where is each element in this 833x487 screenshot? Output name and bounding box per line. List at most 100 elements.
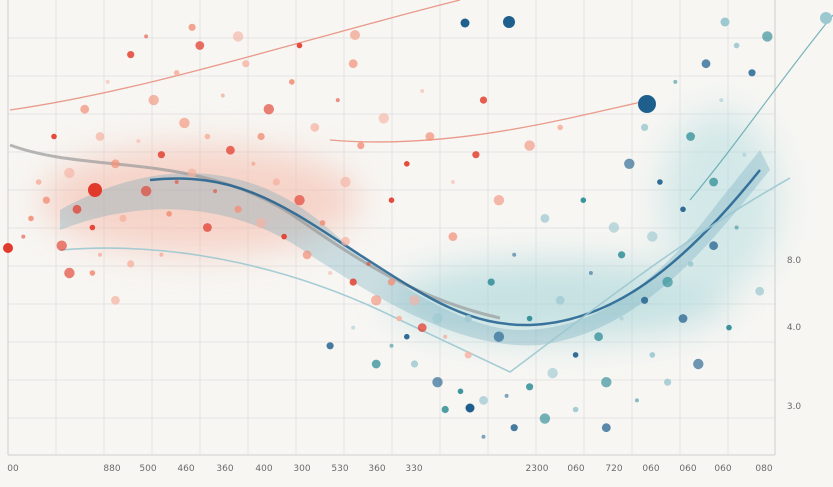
x-tick-label: 060 xyxy=(714,464,731,474)
trend-line-right xyxy=(689,14,833,201)
warm-data-point xyxy=(220,93,225,98)
cool-data-point xyxy=(481,434,486,439)
trend-line-light xyxy=(59,177,791,373)
cool-data-point xyxy=(608,222,620,233)
warm-data-point xyxy=(310,123,320,132)
cool-data-point xyxy=(709,241,718,251)
warm-data-point xyxy=(387,278,396,286)
cool-data-point xyxy=(649,352,656,358)
cool-data-point xyxy=(547,367,558,379)
warm-data-point xyxy=(232,31,244,42)
warm-data-point xyxy=(341,236,350,246)
warm-data-point xyxy=(188,23,196,31)
warm-data-point xyxy=(524,140,535,151)
warm-data-point xyxy=(111,295,120,305)
warm-data-point xyxy=(72,204,82,214)
cool-data-point xyxy=(619,316,624,321)
cool-data-point xyxy=(748,69,756,77)
cool-data-point xyxy=(594,332,603,342)
cool-data-point xyxy=(457,388,464,395)
warm-data-point xyxy=(420,89,425,93)
warm-data-point xyxy=(213,189,218,194)
warm-data-point xyxy=(136,139,141,144)
warm-data-point xyxy=(294,195,305,206)
highlight-point xyxy=(465,403,475,413)
x-tick-label: 360 xyxy=(368,464,385,474)
trend-line-warm-top xyxy=(9,0,461,111)
warm-data-point xyxy=(51,133,57,140)
y-tick-label: 8.0 xyxy=(787,256,802,266)
cool-data-point xyxy=(624,158,635,169)
points-layer xyxy=(21,23,773,439)
warm-data-point xyxy=(89,270,96,276)
cool-data-point xyxy=(734,225,739,230)
warm-data-point xyxy=(335,98,340,103)
warm-data-point xyxy=(157,151,165,159)
highlight-point xyxy=(88,183,102,197)
warm-glow xyxy=(40,145,360,255)
warm-data-point xyxy=(127,260,135,268)
cool-data-point xyxy=(526,383,534,391)
cool-data-point xyxy=(512,252,517,257)
cool-data-point xyxy=(601,377,612,388)
cool-data-point xyxy=(539,413,551,424)
warm-data-point xyxy=(80,104,90,114)
highlight-point xyxy=(3,243,13,253)
highlight-point xyxy=(350,30,360,40)
cool-data-point xyxy=(726,324,732,331)
warm-data-point xyxy=(105,79,110,84)
x-tick-label: 330 xyxy=(405,464,422,474)
warm-data-point xyxy=(166,211,172,217)
warm-data-point xyxy=(366,261,371,266)
y-tick-label: 4.0 xyxy=(787,323,802,333)
highlight-point xyxy=(460,18,470,28)
warm-data-point xyxy=(140,185,152,197)
highlight-point xyxy=(638,95,656,113)
warm-data-point xyxy=(111,159,120,169)
cool-data-point xyxy=(410,360,419,368)
warm-data-point xyxy=(179,117,190,129)
cool-data-point xyxy=(572,352,579,358)
cool-data-point xyxy=(601,423,611,433)
x-tick-label: 400 xyxy=(255,464,272,474)
cool-data-point xyxy=(742,152,747,157)
cool-data-point xyxy=(441,405,449,414)
y-tick-labels: 8.0 4.0 3.0 xyxy=(787,256,802,412)
warm-data-point xyxy=(302,250,312,260)
cool-data-point xyxy=(657,179,663,185)
warm-data-point xyxy=(425,132,435,141)
trend-line-main xyxy=(149,169,761,327)
warm-data-point xyxy=(174,180,179,184)
cool-data-point xyxy=(487,278,495,286)
x-tick-label: 530 xyxy=(331,464,348,474)
warm-data-point xyxy=(378,113,389,124)
cool-data-point xyxy=(678,314,688,323)
warm-data-point xyxy=(472,151,480,159)
warm-data-point xyxy=(148,94,159,106)
cool-data-point xyxy=(662,276,673,288)
cool-data-point xyxy=(719,98,724,103)
cool-data-point xyxy=(641,296,649,304)
x-tick-label: 00 xyxy=(7,464,19,474)
warm-data-point xyxy=(272,178,280,186)
warm-data-point xyxy=(159,252,164,257)
x-tick-label: 2300 xyxy=(526,464,549,474)
x-tick-label: 060 xyxy=(679,464,696,474)
cool-data-point xyxy=(493,331,505,342)
cool-data-point xyxy=(618,251,626,259)
cool-data-point xyxy=(647,231,658,242)
warm-data-point xyxy=(409,295,420,306)
warm-data-point xyxy=(371,295,382,306)
cool-data-point xyxy=(540,214,550,223)
warm-data-point xyxy=(95,132,105,141)
cool-data-point xyxy=(664,378,672,386)
cool-data-point xyxy=(680,206,686,213)
warm-data-point xyxy=(173,70,180,76)
x-tick-label: 360 xyxy=(216,464,233,474)
warm-data-point xyxy=(35,179,42,185)
cool-data-point xyxy=(641,123,649,131)
warm-data-point xyxy=(251,161,256,166)
x-tick-label: 500 xyxy=(139,464,156,474)
cool-data-point xyxy=(432,313,443,324)
trend-line-grey xyxy=(9,143,501,320)
